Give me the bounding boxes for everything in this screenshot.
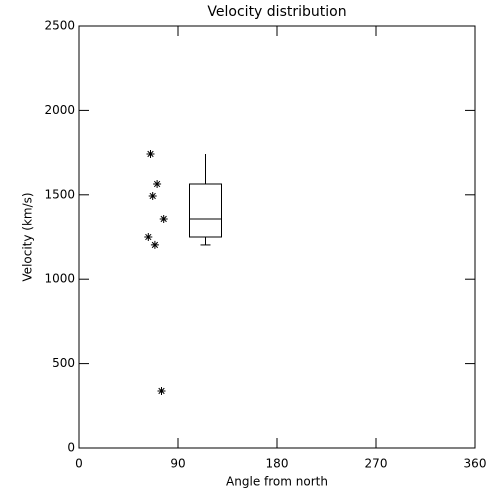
chart-title: Velocity distribution (207, 4, 346, 20)
point (150, 240, 159, 249)
x-tick-label: 180 (266, 457, 289, 471)
x-tick-label: 0 (75, 457, 83, 471)
y-tick-label: 2000 (44, 103, 75, 117)
x-axis-label: Angle from north (226, 475, 328, 489)
plot-frame (78, 25, 476, 449)
box (189, 183, 222, 238)
point (144, 233, 153, 241)
y-tick-label: 1000 (44, 272, 75, 286)
point (153, 179, 162, 188)
y-axis-label: Velocity (km/s) (21, 192, 35, 281)
x-tick-label: 270 (365, 457, 388, 471)
point (148, 191, 157, 200)
point (146, 149, 155, 158)
y-tick-label: 2500 (44, 19, 75, 33)
point (157, 386, 166, 395)
y-tick-label: 1500 (44, 187, 75, 201)
x-tick-label: 90 (170, 457, 185, 471)
y-tick-label: 500 (52, 356, 75, 370)
point (159, 214, 168, 223)
y-tick-label: 0 (67, 441, 75, 455)
x-tick-label: 360 (464, 457, 487, 471)
